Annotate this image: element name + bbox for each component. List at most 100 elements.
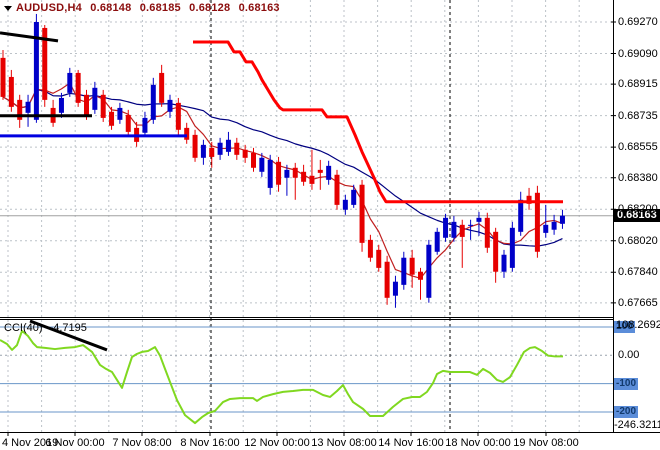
candle-body-bear — [367, 239, 373, 258]
candle-body-bull — [117, 107, 123, 120]
cci-level-label: 100 — [614, 320, 635, 333]
cci-level-label: -200 — [614, 406, 639, 418]
time-axis-label: 13 Nov 08:00 — [311, 437, 377, 449]
candle-body-bear — [209, 147, 215, 157]
candle-body-bull — [509, 227, 515, 268]
price-axis-label: 0.67840 — [618, 266, 658, 279]
cci-scale-max-label: 108.2692 — [616, 319, 660, 331]
step-trend-line — [193, 40, 563, 204]
candle-body-bear — [242, 149, 248, 158]
open-value: 0.68148 — [90, 2, 132, 14]
candle-body-bull — [559, 215, 565, 224]
candle-body-bear — [8, 76, 14, 107]
candle-body-bear — [409, 257, 415, 275]
candle-body-bull — [25, 101, 31, 113]
candle-body-bull — [468, 224, 474, 226]
low-value: 0.68128 — [189, 2, 231, 14]
symbol-period-label: AUDUSD,H4 — [16, 2, 82, 14]
candle-body-bull — [342, 199, 348, 210]
candle-body-bull — [543, 224, 549, 233]
candle-body-bull — [217, 142, 223, 155]
symbol-dropdown-icon[interactable] — [4, 6, 12, 11]
candle-body-bull — [92, 87, 98, 110]
price-axis-label: 0.68915 — [618, 78, 658, 91]
candle-body-bull — [167, 99, 173, 112]
candle-body-bull — [225, 139, 231, 152]
high-value: 0.68185 — [139, 2, 181, 14]
candle-body-bear — [301, 171, 307, 182]
candle-body-bear — [0, 57, 6, 97]
candle-body-bear — [384, 261, 390, 298]
price-axis-label: 0.68200 — [618, 203, 658, 216]
price-axis-label: 0.67665 — [618, 296, 658, 309]
candle-body-bull — [259, 157, 265, 172]
candle-body-bear — [42, 27, 48, 100]
chart-title-ohlc: AUDUSD,H4 0.68148 0.68185 0.68128 0.6816… — [16, 2, 285, 14]
time-axis-label: 6 Nov 00:00 — [45, 437, 105, 449]
candle-body-bear — [234, 142, 240, 155]
candle-body-bull — [476, 217, 482, 222]
candle-body-bear — [309, 175, 315, 184]
candle-body-bear — [251, 152, 256, 168]
candle-body-bull — [326, 165, 332, 180]
candle-body-bear — [175, 102, 181, 130]
candle-body-bear — [534, 192, 540, 252]
candle-body-bear — [317, 169, 323, 173]
candle-body-bull — [426, 244, 432, 298]
candle-body-bear — [192, 134, 198, 158]
candle-body-bull — [501, 254, 507, 272]
candle-body-bear — [184, 127, 190, 140]
candle-body-bull — [443, 217, 449, 238]
candle-body-bear — [109, 111, 115, 126]
cci-level-label: -100 — [614, 377, 639, 390]
time-axis-label: 14 Nov 16:00 — [378, 437, 444, 449]
candle-body-bull — [351, 189, 357, 205]
candle-body-bear — [459, 224, 465, 237]
candle-body-bear — [334, 174, 340, 205]
candle-body-bear — [75, 72, 81, 103]
candle-body-bear — [276, 161, 282, 185]
candle-body-bull — [200, 144, 206, 158]
candle-body-bull — [67, 72, 73, 93]
indicator-value-label: -4.7195 — [49, 322, 87, 334]
candle-body-bull — [392, 281, 398, 296]
time-axis-label: 18 Nov 00:00 — [445, 437, 511, 449]
cci-line — [0, 329, 563, 425]
candle-body-bear — [484, 217, 490, 248]
candle-body-bear — [292, 167, 298, 178]
trendline-cci-object — [29, 319, 108, 352]
current-price-label: 0.68163 — [614, 208, 660, 222]
candle-body-bull — [33, 22, 39, 120]
candle-body-bear — [125, 114, 131, 132]
time-axis-label: 7 Nov 08:00 — [112, 437, 172, 449]
candle-body-bear — [84, 94, 89, 115]
candle-body-bear — [359, 184, 365, 243]
price-axis-label: 0.68735 — [618, 109, 658, 122]
trendline-object — [0, 31, 59, 43]
time-axis-label: 19 Nov 08:00 — [513, 437, 579, 449]
candle-body-bull — [58, 97, 64, 113]
cci-scale-min-label: -246.3211 — [614, 419, 660, 432]
candle-body-bull — [551, 221, 557, 230]
cci-zero-label: 0.00 — [618, 349, 640, 362]
price-axis-label: 0.69270 — [618, 16, 658, 28]
candle-body-bull — [451, 221, 457, 238]
candle-body-bear — [493, 231, 499, 272]
candle-body-bull — [401, 257, 407, 285]
candle-body-bear — [376, 249, 382, 268]
candle-body-bull — [267, 159, 273, 188]
price-axis-label: 0.68380 — [618, 171, 658, 184]
time-axis-label: 8 Nov 16:00 — [180, 437, 240, 449]
candle-body-bear — [100, 94, 106, 118]
candle-body-bull — [142, 117, 148, 133]
candle-body-bear — [159, 72, 165, 103]
price-axis-label: 0.69090 — [618, 47, 658, 60]
candle-body-bear — [526, 195, 532, 204]
candle-body-bull — [284, 169, 290, 178]
close-value: 0.68163 — [238, 2, 280, 14]
candle-body-bull — [434, 231, 440, 252]
candle-body-bull — [518, 199, 524, 232]
price-axis-label: 0.68555 — [618, 141, 658, 154]
